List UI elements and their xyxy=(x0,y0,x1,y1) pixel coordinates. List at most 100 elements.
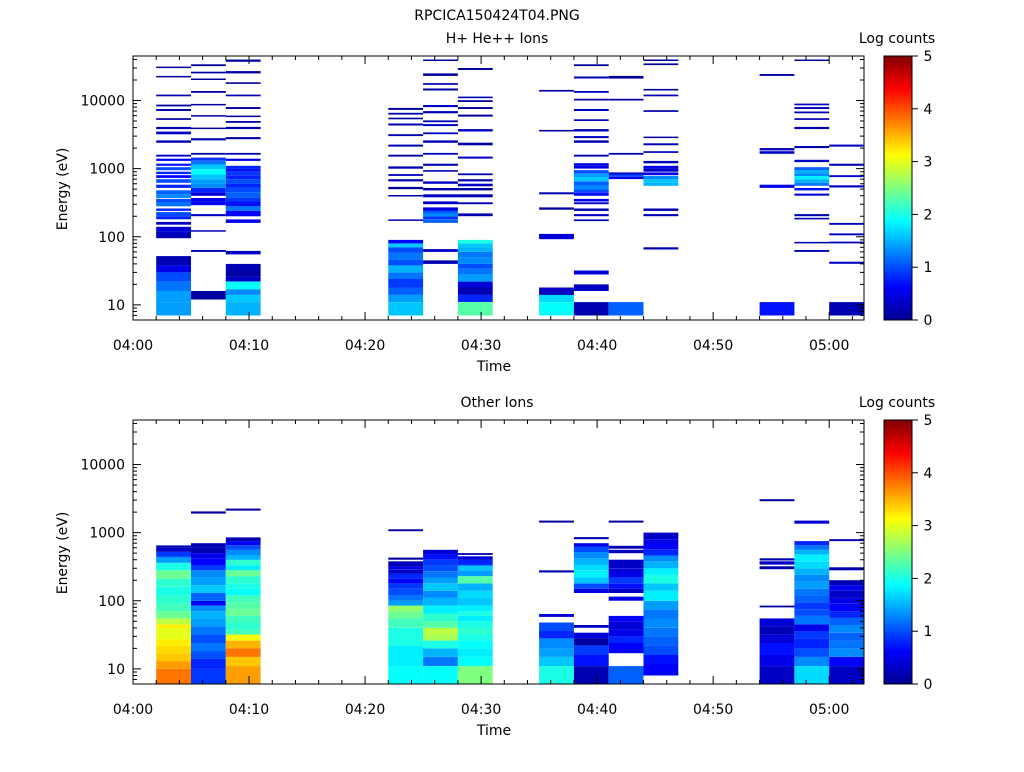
spectrogram-cell xyxy=(423,260,458,264)
spectrogram-cell xyxy=(225,289,261,295)
spectrogram-cell xyxy=(643,663,679,676)
spectrogram-cell xyxy=(388,272,424,279)
spectrogram-cell xyxy=(794,176,830,180)
spectrogram-cell xyxy=(573,189,609,193)
panel-title: H+ He++ Ions xyxy=(446,31,549,47)
x-axis-label: Time xyxy=(476,723,511,739)
x-tick-label: 04:00 xyxy=(113,338,153,354)
spectrogram-cell xyxy=(643,176,679,180)
spectrogram-cell xyxy=(191,618,226,627)
spectrogram-cell xyxy=(643,94,679,97)
spectrogram-cell xyxy=(225,640,261,649)
spectrogram-cell xyxy=(608,643,644,654)
spectrogram-cell xyxy=(191,198,226,202)
spectrogram-cell xyxy=(643,214,679,217)
spectrogram-cell xyxy=(794,520,830,524)
spectrogram-cell xyxy=(643,544,679,550)
spectrogram-cell xyxy=(191,651,226,659)
spectrogram-cell xyxy=(388,566,424,570)
spectrogram-cell xyxy=(829,175,864,178)
spectrogram-cell xyxy=(608,572,644,578)
spectrogram-cell xyxy=(191,643,226,652)
spectrogram-cell xyxy=(423,590,458,598)
spectrogram-cell xyxy=(388,117,424,120)
spectrogram-cell xyxy=(423,83,458,85)
spectrogram-cell xyxy=(759,561,795,565)
spectrogram-cell xyxy=(156,163,191,166)
spectrogram-cell xyxy=(156,645,191,654)
spectrogram-cell xyxy=(388,144,424,147)
spectrogram-cell xyxy=(539,631,574,639)
spectrogram-cell xyxy=(156,291,191,303)
spectrogram-cell xyxy=(156,179,191,183)
spectrogram-cell xyxy=(608,152,644,155)
x-tick-label: 04:10 xyxy=(229,338,269,354)
y-axis-label: Energy (eV) xyxy=(55,512,71,595)
spectrogram-cells xyxy=(156,59,864,316)
panel-h-he-ions: H+ He++ Ions Log counts Time Energy (eV)… xyxy=(55,31,935,375)
spectrogram-cell xyxy=(457,559,493,566)
spectrogram-cell xyxy=(608,583,644,589)
colorbar-tick-label: 5 xyxy=(924,49,933,65)
spectrogram-cell xyxy=(156,221,191,225)
spectrogram-cell xyxy=(388,666,424,684)
spectrogram-cell xyxy=(423,577,458,584)
x-tick-label: 04:50 xyxy=(693,702,733,718)
spectrogram-cell xyxy=(573,270,609,275)
spectrogram-cell xyxy=(191,201,226,206)
spectrogram-cell xyxy=(388,166,424,169)
spectrogram-cell xyxy=(457,239,493,244)
spectrogram-cell xyxy=(156,94,191,97)
x-tick-label: 04:50 xyxy=(693,338,733,354)
spectrogram-cell xyxy=(388,123,424,126)
spectrogram-cell xyxy=(457,274,493,282)
spectrogram-cell xyxy=(759,626,795,635)
spectrogram-cell xyxy=(643,208,679,211)
colorbar-label: Log counts xyxy=(859,395,935,411)
spectrogram-cell xyxy=(225,107,261,109)
spectrogram-cell xyxy=(423,666,458,684)
spectrogram-cell xyxy=(156,75,191,78)
spectrogram-cell xyxy=(829,632,864,641)
spectrogram-cell xyxy=(643,600,679,610)
colorbar-tick-label: 3 xyxy=(924,155,933,171)
y-tick-label: 10 xyxy=(107,298,125,314)
spectrogram-cell xyxy=(156,208,191,211)
spectrogram-cell xyxy=(457,183,493,187)
spectrogram-cell xyxy=(643,179,679,183)
spectrogram-cell xyxy=(156,154,191,157)
spectrogram-cell xyxy=(794,241,830,244)
spectrogram-cell xyxy=(225,115,261,118)
spectrogram-cell xyxy=(156,158,191,161)
spectrogram-cell xyxy=(156,547,191,552)
spectrogram-cell xyxy=(225,537,261,542)
spectrogram-cell xyxy=(794,648,830,657)
y-tick-label: 10000 xyxy=(80,458,125,474)
spectrogram-cell xyxy=(423,105,458,108)
spectrogram-cell xyxy=(573,192,609,196)
spectrogram-cell xyxy=(794,549,830,555)
spectrogram-cell xyxy=(457,96,493,99)
spectrogram-cell xyxy=(225,302,261,316)
spectrogram-cell xyxy=(457,268,493,275)
spectrogram-cell xyxy=(829,241,864,244)
spectrogram-cell xyxy=(794,656,830,667)
spectrogram-cell xyxy=(794,182,830,186)
spectrogram-cell xyxy=(225,294,261,302)
spectrogram-cell xyxy=(829,163,864,166)
spectrogram-cell xyxy=(191,157,226,161)
spectrogram-cell xyxy=(225,82,261,84)
spectrogram-cell xyxy=(457,173,493,176)
y-tick-label: 10000 xyxy=(80,94,125,110)
spectrogram-cell xyxy=(423,605,458,614)
panel-other-ions: Other Ions Log counts Time Energy (eV) 0… xyxy=(55,395,935,739)
spectrogram-cell xyxy=(608,577,644,584)
x-tick-label: 05:00 xyxy=(809,702,849,718)
spectrogram-cell xyxy=(608,621,644,630)
spectrogram-cell xyxy=(829,590,864,598)
spectrogram-cell xyxy=(759,634,795,643)
spectrogram-cell xyxy=(191,214,226,217)
spectrogram-cell xyxy=(388,195,424,197)
x-tick-label: 04:40 xyxy=(577,338,617,354)
